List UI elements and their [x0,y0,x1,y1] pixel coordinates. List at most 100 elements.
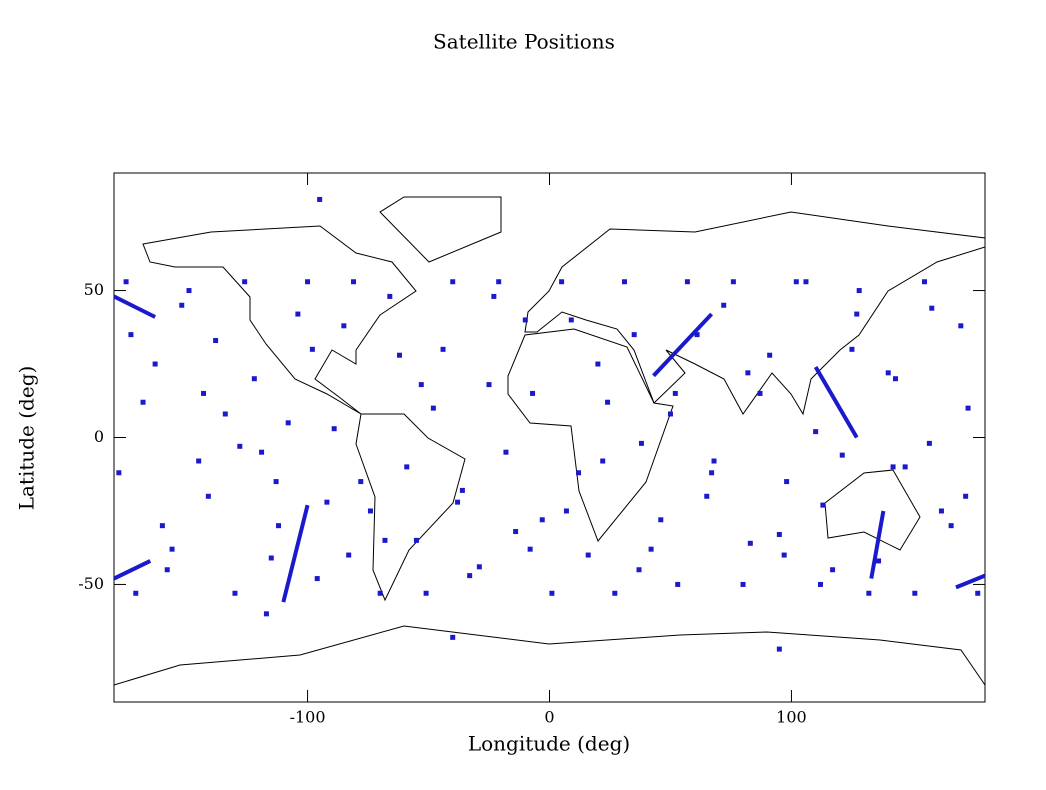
point [776,646,782,652]
point [793,279,799,285]
point [948,523,954,529]
x-tick-label: 100 [776,708,807,727]
point [491,293,497,299]
point [295,311,301,317]
point [128,332,134,338]
point [929,305,935,311]
point [672,390,678,396]
point [922,279,928,285]
x-tick-label: 0 [544,708,554,727]
point [963,493,969,499]
point [817,581,823,587]
point [539,517,545,523]
point [938,508,944,514]
point [404,464,410,470]
point [740,581,746,587]
track [813,365,859,439]
point [450,279,456,285]
point [866,590,872,596]
point [341,323,347,329]
point [830,567,836,573]
point [568,317,574,323]
point [757,390,763,396]
point [268,555,274,561]
coastlines [113,196,986,686]
point [600,458,606,464]
point [396,352,402,358]
point [413,537,419,543]
point [885,370,891,376]
point [346,552,352,558]
point [631,332,637,338]
point [721,302,727,308]
point [309,346,315,352]
point [530,390,536,396]
point [585,552,591,558]
point [563,508,569,514]
point [159,523,165,529]
track [113,559,152,581]
point [576,470,582,476]
point [854,311,860,317]
point [912,590,918,596]
point [467,573,473,579]
point [605,399,611,405]
point [595,361,601,367]
point [423,590,429,596]
point [276,523,282,529]
point [486,382,492,388]
point [803,279,809,285]
point [196,458,202,464]
point [324,499,330,505]
point [612,590,618,596]
y-tick-label: 0 [94,427,104,446]
point [418,382,424,388]
point [776,531,782,537]
point [377,590,383,596]
point [781,552,787,558]
point [201,390,207,396]
point [351,279,357,285]
point [382,537,388,543]
point [305,279,311,285]
point [890,464,896,470]
x-axis-label: Longitude (deg) [468,732,630,756]
y-axis-label: Latitude (deg) [15,366,39,511]
point [767,352,773,358]
point [164,567,170,573]
y-tick-label: -50 [78,574,104,593]
point [476,564,482,570]
point [675,581,681,587]
y-tick-label: 50 [84,280,104,299]
track [113,294,157,319]
point [745,370,751,376]
point [658,517,664,523]
point [430,405,436,411]
point [513,529,519,535]
point [958,323,964,329]
point [317,196,323,202]
track [955,573,986,590]
point [133,590,139,596]
point [638,440,644,446]
point [856,288,862,294]
track [652,312,714,378]
point [820,502,826,508]
point [684,279,690,285]
point [849,346,855,352]
point [711,458,717,464]
point [285,420,291,426]
point [747,540,753,546]
point [549,590,555,596]
point [709,470,715,476]
point [784,479,790,485]
point [559,279,565,285]
point [140,399,146,405]
point [152,361,158,367]
point [975,590,981,596]
point [358,479,364,485]
point [622,279,628,285]
point [636,567,642,573]
point [455,499,461,505]
plot-frame [113,172,986,703]
